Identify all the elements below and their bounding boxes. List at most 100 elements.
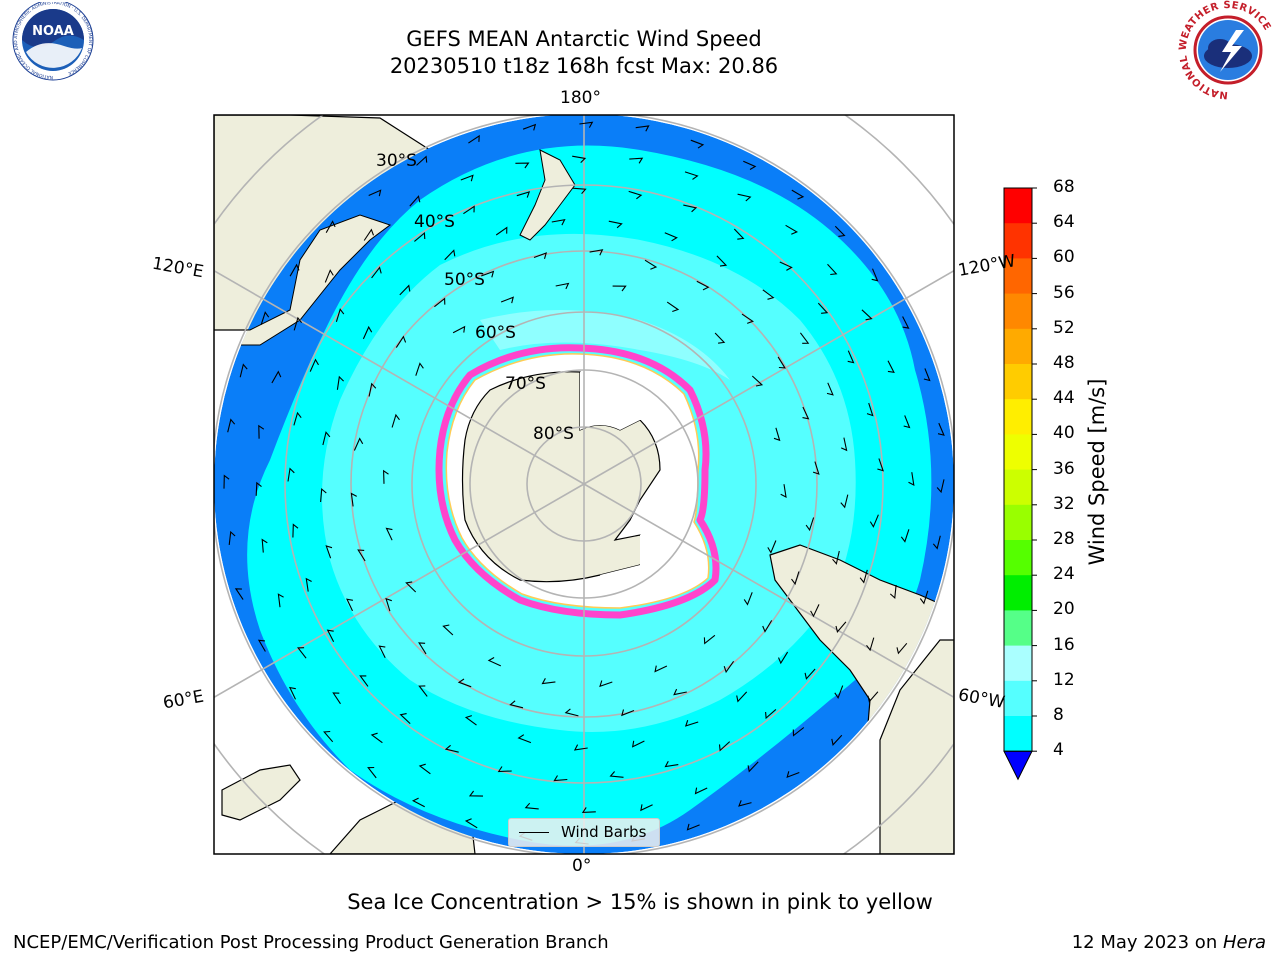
wind-barb xyxy=(418,685,428,697)
wind-barb xyxy=(325,545,333,559)
wind-barb xyxy=(840,494,849,509)
wind-barb xyxy=(391,413,400,428)
wind-barb xyxy=(322,431,331,446)
colorbar-segment xyxy=(1004,188,1032,224)
wind-barb xyxy=(293,411,302,426)
colorbar-segment xyxy=(1004,258,1032,295)
colorbar-tick-label: 16 xyxy=(1053,634,1075,655)
wind-barb xyxy=(936,479,945,494)
wind-barb xyxy=(336,375,344,390)
colorbar-segment xyxy=(1004,399,1032,435)
wind-barb xyxy=(464,818,478,829)
wind-barb xyxy=(415,362,424,376)
colorbar-segment xyxy=(1004,680,1032,717)
wind-barb xyxy=(834,225,846,237)
wind-barb xyxy=(859,569,868,584)
wind-barb xyxy=(411,797,425,808)
wind-barb xyxy=(418,642,427,655)
wind-barb xyxy=(919,590,929,605)
wind-barb xyxy=(666,301,680,313)
wind-barb xyxy=(495,226,508,236)
wind-barb xyxy=(743,160,757,170)
wind-barb xyxy=(792,727,805,737)
wind-barb xyxy=(628,190,643,200)
wind-barb xyxy=(385,527,393,541)
wind-barb xyxy=(288,686,296,700)
wind-barb xyxy=(932,535,941,550)
wind-barb xyxy=(277,593,284,608)
wind-barb xyxy=(826,382,834,396)
wind-barb xyxy=(572,155,587,163)
wind-barb xyxy=(718,741,731,752)
wind-barb xyxy=(260,311,270,325)
colorbar-tick-label: 68 xyxy=(1053,177,1075,197)
wind-barb xyxy=(363,228,375,241)
wind-barb xyxy=(463,205,475,215)
colorbar-tick-label: 60 xyxy=(1053,247,1075,268)
legend: Wind Barbs xyxy=(508,818,660,847)
wind-barb xyxy=(524,802,539,810)
wind-barb xyxy=(335,308,345,322)
wind-barb xyxy=(368,382,377,397)
colorbar-segment xyxy=(1004,328,1032,365)
wind-barb xyxy=(346,598,354,612)
wind-barb xyxy=(457,678,472,688)
wind-barb xyxy=(812,461,820,475)
wind-barb xyxy=(785,224,799,235)
wind-barb xyxy=(871,268,879,282)
wind-barb xyxy=(255,481,262,496)
wind-barb xyxy=(452,325,466,334)
wind-barb xyxy=(271,370,282,384)
wind-barb xyxy=(741,313,754,324)
chart-title: GEFS MEAN Antarctic Wind Speed xyxy=(406,27,762,51)
wind-barb xyxy=(223,474,230,489)
colorbar-tick-label: 64 xyxy=(1053,212,1075,233)
wind-barb xyxy=(802,406,810,420)
wind-barb xyxy=(747,761,759,773)
colorbar-segment xyxy=(1004,645,1032,682)
lat-label-60s: 60°S xyxy=(475,323,516,343)
wind-barb xyxy=(608,220,623,229)
wind-barb xyxy=(370,732,383,744)
wind-barb xyxy=(877,458,884,472)
wind-barb xyxy=(869,514,879,528)
wind-barb xyxy=(378,645,386,658)
wind-barb xyxy=(779,261,793,271)
colorbar-extend-arrow xyxy=(1003,750,1033,781)
wind-barb xyxy=(357,549,366,562)
wind-barb xyxy=(773,427,781,442)
lat-label-70s: 70°S xyxy=(505,374,546,394)
sea-ice-edge xyxy=(435,344,720,619)
wind-barb xyxy=(832,550,840,565)
wind-barb xyxy=(716,255,728,267)
wind-barb xyxy=(261,538,268,553)
wind-barb xyxy=(805,517,815,532)
wind-barb xyxy=(644,259,658,270)
wind-barb xyxy=(309,358,319,372)
wind-barb xyxy=(293,316,303,331)
wind-barb xyxy=(399,713,411,725)
wind-barb xyxy=(399,284,411,296)
wind-barb xyxy=(409,195,421,207)
wind-barb xyxy=(442,624,454,636)
weddell-sea-ice xyxy=(600,534,700,600)
noaa-logo-icon: NOAA NATIONAL OCEANIC AND ATMOSPHERIC AD… xyxy=(12,2,94,81)
wind-barb xyxy=(866,637,875,652)
colorbar-segment xyxy=(1004,716,1032,752)
ross-ice-shelf xyxy=(580,372,660,430)
wind-barb xyxy=(332,692,341,705)
wind-barb xyxy=(690,139,705,149)
wind-barb xyxy=(228,530,236,545)
wind-barb xyxy=(234,588,244,600)
colorbar-segment xyxy=(1004,610,1032,647)
wind-barb xyxy=(673,688,687,696)
wind-barb xyxy=(509,700,524,709)
wind-barb xyxy=(937,422,945,436)
wind-barb xyxy=(481,270,495,278)
wind-barbs xyxy=(223,121,945,845)
wind-barb xyxy=(516,191,531,198)
colorbar-segment xyxy=(1004,504,1032,541)
wind-barb xyxy=(573,744,588,751)
wind-barb xyxy=(579,121,594,128)
wind-barb xyxy=(414,231,426,242)
